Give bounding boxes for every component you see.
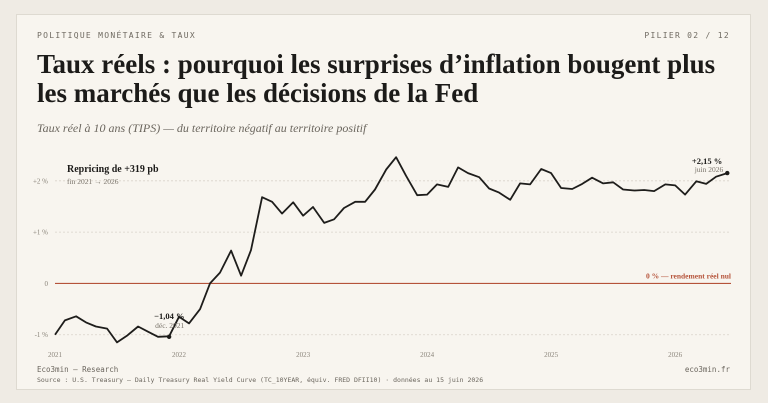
series-point <box>591 177 593 179</box>
footer-site-link[interactable]: eco3min.fr <box>684 365 730 374</box>
y-tick-label: 0 <box>45 280 49 288</box>
end-point-marker <box>725 170 730 176</box>
low-point-value-label: −1,04 % <box>154 311 184 321</box>
footer-brand: Eco3min — Research <box>37 365 119 374</box>
series-point <box>664 183 666 185</box>
chart-title: Taux réels : pourquoi les surprises d’in… <box>37 49 716 108</box>
series-point <box>602 182 604 184</box>
series-point <box>674 184 676 186</box>
y-tick-label: -1 % <box>35 331 49 339</box>
series-point <box>137 325 139 327</box>
x-tick-label: 2022 <box>172 351 187 359</box>
chart-subtitle: Taux réel à 10 ans (TIPS) — du territoir… <box>37 121 367 135</box>
low-point-date-label: déc. 2021 <box>155 321 184 330</box>
series-point <box>75 315 77 317</box>
series-point <box>333 218 335 220</box>
series-point <box>560 187 562 189</box>
x-tick-label: 2024 <box>420 351 435 359</box>
series-point <box>312 206 314 208</box>
series-point <box>488 187 490 189</box>
series-point <box>199 308 201 310</box>
end-point-value-label: +2,15 % <box>692 156 722 166</box>
series-point <box>354 201 356 203</box>
series-point <box>622 188 624 190</box>
x-tick-label: 2023 <box>296 351 311 359</box>
series-point <box>715 175 717 177</box>
series-point <box>54 334 56 336</box>
series-point <box>219 271 221 273</box>
series-point <box>147 330 149 332</box>
x-tick-label: 2021 <box>48 351 63 359</box>
series-point <box>85 321 87 323</box>
series-point <box>116 341 118 343</box>
end-point-date-label: juin 2026 <box>694 165 724 174</box>
series-point <box>64 319 66 321</box>
series-point <box>478 176 480 178</box>
series-point <box>343 207 345 209</box>
y-tick-label: +2 % <box>33 177 48 185</box>
series-point <box>498 191 500 193</box>
grid-lines <box>55 180 731 336</box>
series-point <box>550 172 552 174</box>
y-axis-ticks: -1 % 0 +1 % +2 % <box>33 177 49 339</box>
series-point <box>571 188 573 190</box>
series-point <box>302 214 304 216</box>
series-point <box>106 327 108 329</box>
series-point <box>292 201 294 203</box>
series-point <box>385 168 387 170</box>
section-kicker: POLITIQUE MONÉTAIRE & TAUX <box>37 31 197 40</box>
series-point <box>684 193 686 195</box>
series-point <box>416 194 418 196</box>
series-point <box>261 196 263 198</box>
series-point <box>581 183 583 185</box>
series-point <box>271 201 273 203</box>
series-point <box>240 275 242 277</box>
series-point <box>157 336 159 338</box>
series-point <box>395 156 397 158</box>
series-point <box>230 249 232 251</box>
series-point <box>95 325 97 327</box>
series-point <box>209 282 211 284</box>
series-point <box>519 182 521 184</box>
x-tick-label: 2025 <box>544 351 559 359</box>
series-point <box>529 183 531 185</box>
series-point <box>705 183 707 185</box>
y-tick-label: +1 % <box>33 229 48 237</box>
series-point <box>364 201 366 203</box>
series-point <box>374 188 376 190</box>
source-note: Source : U.S. Treasury — Daily Treasury … <box>37 376 484 384</box>
series-point <box>653 190 655 192</box>
repricing-annotation-title: Repricing de +319 pb <box>67 164 159 175</box>
series-point <box>250 249 252 251</box>
series-point <box>509 199 511 201</box>
x-axis-ticks: 2021 2022 2023 2024 2025 2026 <box>48 351 683 359</box>
series-point <box>188 322 190 324</box>
low-point-marker <box>166 334 172 339</box>
repricing-annotation-subtitle: fin 2021 → 2026 <box>67 177 119 186</box>
series-point <box>323 222 325 224</box>
series-point <box>405 174 407 176</box>
series-point <box>633 189 635 191</box>
x-tick-label: 2026 <box>668 351 683 359</box>
series-point <box>643 189 645 191</box>
series-point <box>695 180 697 182</box>
series-point <box>426 193 428 195</box>
series-point <box>436 183 438 185</box>
series-point <box>467 172 469 174</box>
series-point <box>457 166 459 168</box>
series-point <box>447 186 449 188</box>
series-point <box>126 335 128 337</box>
series-point <box>281 212 283 214</box>
series-point <box>612 181 614 183</box>
zero-reference-label: 0 % — rendement réel nul <box>646 271 731 280</box>
pillar-counter: PILIER 02 / 12 <box>644 31 730 40</box>
series-point <box>540 168 542 170</box>
